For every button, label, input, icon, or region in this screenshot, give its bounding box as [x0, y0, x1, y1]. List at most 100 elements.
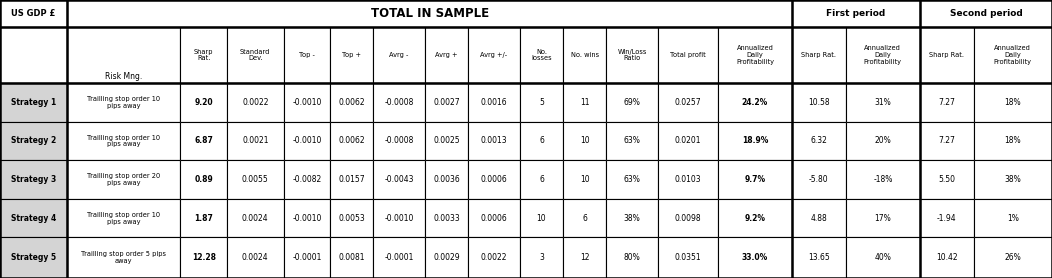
- Text: 38%: 38%: [1005, 175, 1021, 184]
- Bar: [373, 199, 425, 237]
- Bar: [373, 237, 425, 278]
- Bar: [920, 199, 973, 237]
- Bar: [563, 160, 606, 199]
- Bar: [0, 160, 67, 199]
- Bar: [227, 27, 284, 83]
- Bar: [468, 199, 520, 237]
- Text: 0.0022: 0.0022: [481, 253, 507, 262]
- Bar: [792, 122, 846, 160]
- Bar: [563, 83, 606, 122]
- Text: 0.0024: 0.0024: [242, 253, 268, 262]
- Text: -0.0010: -0.0010: [292, 136, 322, 145]
- Bar: [658, 122, 717, 160]
- Bar: [330, 237, 373, 278]
- Bar: [973, 83, 1052, 122]
- Bar: [284, 160, 330, 199]
- Text: 5: 5: [539, 98, 544, 107]
- Text: 9.20: 9.20: [195, 98, 213, 107]
- Bar: [846, 83, 920, 122]
- Bar: [181, 27, 227, 83]
- Bar: [330, 199, 373, 237]
- Text: 0.0033: 0.0033: [433, 214, 460, 223]
- Bar: [373, 83, 425, 122]
- Bar: [520, 27, 563, 83]
- Text: 6: 6: [539, 175, 544, 184]
- Bar: [468, 160, 520, 199]
- Text: Sharp Rat.: Sharp Rat.: [929, 52, 965, 58]
- Bar: [284, 237, 330, 278]
- Bar: [973, 160, 1052, 199]
- Text: 0.0036: 0.0036: [433, 175, 460, 184]
- Bar: [920, 83, 973, 122]
- Text: US GDP £: US GDP £: [12, 9, 56, 18]
- Bar: [330, 83, 373, 122]
- Bar: [227, 83, 284, 122]
- Bar: [717, 199, 792, 237]
- Bar: [658, 237, 717, 278]
- Bar: [330, 237, 373, 278]
- Text: 6.32: 6.32: [810, 136, 827, 145]
- Bar: [606, 83, 658, 122]
- Bar: [373, 27, 425, 83]
- Text: 3: 3: [539, 253, 544, 262]
- Bar: [658, 160, 717, 199]
- Text: 0.0029: 0.0029: [433, 253, 460, 262]
- Text: Avrg +: Avrg +: [436, 52, 458, 58]
- Bar: [425, 27, 468, 83]
- Bar: [792, 122, 846, 160]
- Bar: [920, 160, 973, 199]
- Text: -0.0010: -0.0010: [292, 214, 322, 223]
- Bar: [468, 83, 520, 122]
- Bar: [792, 237, 846, 278]
- Bar: [67, 237, 181, 278]
- Text: -0.0001: -0.0001: [384, 253, 413, 262]
- Bar: [181, 27, 227, 83]
- Bar: [227, 122, 284, 160]
- Bar: [717, 237, 792, 278]
- Text: 7.27: 7.27: [938, 98, 955, 107]
- Bar: [520, 160, 563, 199]
- Bar: [67, 160, 181, 199]
- Text: 0.0027: 0.0027: [433, 98, 460, 107]
- Bar: [67, 199, 181, 237]
- Bar: [792, 160, 846, 199]
- Bar: [846, 122, 920, 160]
- Bar: [0, 83, 67, 122]
- Bar: [920, 237, 973, 278]
- Bar: [717, 122, 792, 160]
- Bar: [920, 160, 973, 199]
- Bar: [658, 199, 717, 237]
- Bar: [920, 237, 973, 278]
- Bar: [284, 27, 330, 83]
- Bar: [846, 160, 920, 199]
- Text: -0.0010: -0.0010: [292, 98, 322, 107]
- Bar: [658, 83, 717, 122]
- Text: Trailling stop order 10
pips away: Trailling stop order 10 pips away: [87, 212, 160, 225]
- Text: 6: 6: [583, 214, 587, 223]
- Text: 20%: 20%: [874, 136, 891, 145]
- Bar: [717, 27, 792, 83]
- Bar: [717, 83, 792, 122]
- Bar: [658, 122, 717, 160]
- Text: 0.0055: 0.0055: [242, 175, 268, 184]
- Text: 24.2%: 24.2%: [742, 98, 768, 107]
- Bar: [792, 0, 920, 27]
- Text: 63%: 63%: [624, 175, 641, 184]
- Bar: [973, 237, 1052, 278]
- Text: 13.65: 13.65: [808, 253, 830, 262]
- Bar: [658, 199, 717, 237]
- Bar: [792, 27, 846, 83]
- Bar: [920, 122, 973, 160]
- Bar: [284, 27, 330, 83]
- Text: 7.27: 7.27: [938, 136, 955, 145]
- Text: Total profit: Total profit: [670, 52, 706, 58]
- Bar: [227, 160, 284, 199]
- Text: Strategy 1: Strategy 1: [11, 98, 56, 107]
- Text: 1.87: 1.87: [195, 214, 214, 223]
- Text: 18.9%: 18.9%: [742, 136, 768, 145]
- Bar: [67, 237, 181, 278]
- Bar: [181, 160, 227, 199]
- Bar: [792, 0, 920, 27]
- Text: Strategy 4: Strategy 4: [11, 214, 56, 223]
- Text: 10.42: 10.42: [936, 253, 957, 262]
